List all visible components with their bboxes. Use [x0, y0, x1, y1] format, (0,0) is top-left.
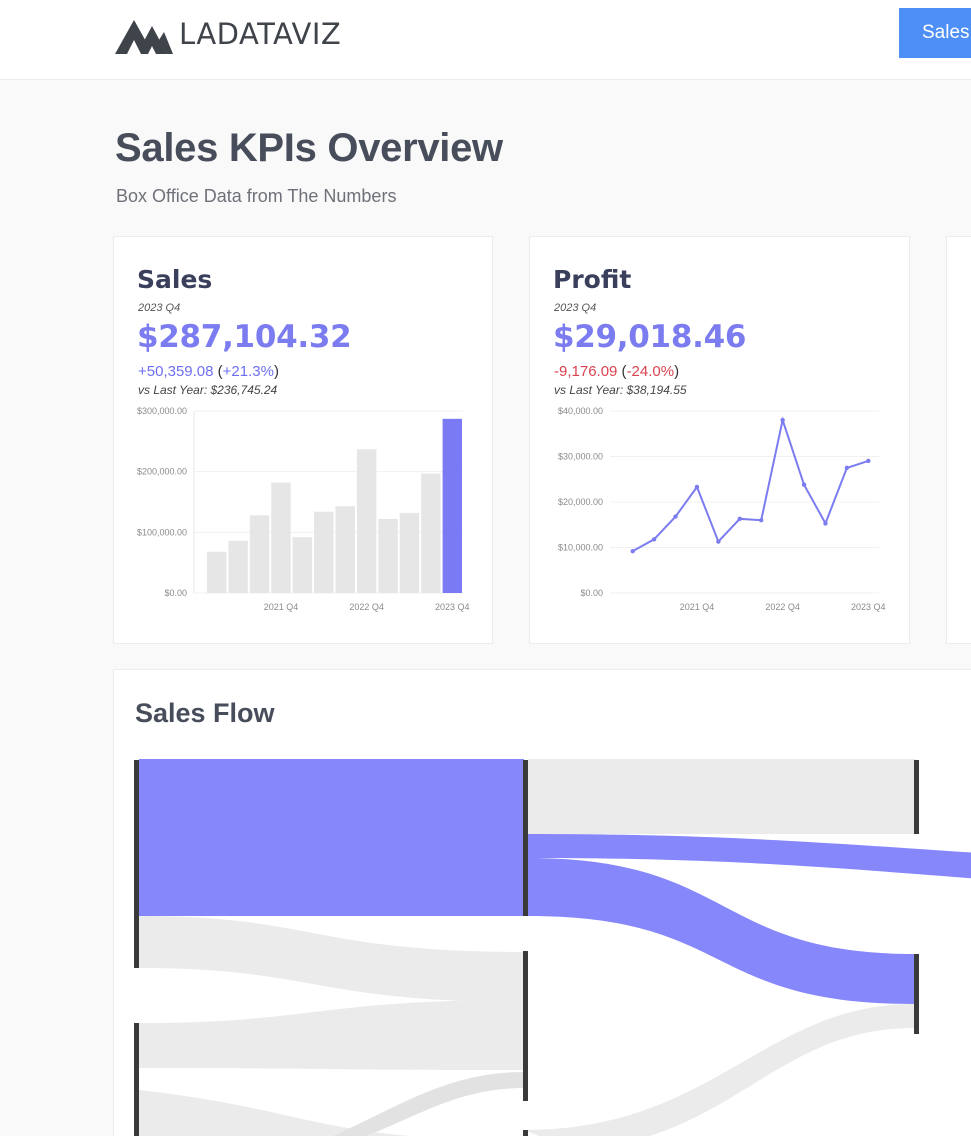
x-tick-label: 2022 Q4 [765, 602, 800, 612]
kpi-value: $287,104.32 [137, 319, 352, 355]
flow-node-bar[interactable] [914, 760, 919, 834]
kpi-previous: vs Last Year: $38,194.55 [554, 383, 687, 397]
flow-link[interactable] [139, 1090, 524, 1136]
series-line [632, 416, 869, 553]
kpi-delta: -9,176.09 (-24.0%) [554, 363, 680, 380]
y-tick-label: $40,000.00 [558, 406, 603, 416]
sales-kpi-card: Sales 2023 Q4 $287,104.32 +50,359.08 (+2… [113, 236, 493, 644]
flow-node-bar[interactable] [134, 1023, 139, 1136]
flow-source-block[interactable] [139, 759, 524, 916]
flow-link[interactable] [139, 1000, 524, 1070]
data-point[interactable] [866, 458, 871, 464]
kpi-delta-value: +50,359.08 [138, 363, 214, 380]
kpi-delta-value: -9,176.09 [554, 363, 618, 380]
flow-node-bar[interactable] [914, 954, 919, 1034]
y-tick-label: $10,000.00 [558, 543, 603, 553]
brand-name: LADATAVIZ [179, 17, 342, 51]
x-tick-label: 2022 Q4 [349, 602, 384, 612]
y-tick-label: $30,000.00 [558, 452, 603, 462]
sales-flow-sankey[interactable] [114, 670, 971, 1136]
bar[interactable] [271, 482, 291, 593]
y-tick-label: $200,000.00 [137, 467, 187, 477]
bar[interactable] [314, 511, 334, 593]
third-kpi-card [946, 236, 971, 644]
flow-link[interactable] [324, 1072, 524, 1136]
bar[interactable] [292, 537, 313, 593]
flow-node-block[interactable] [528, 759, 916, 834]
y-tick-label: $300,000.00 [137, 406, 187, 416]
y-tick-label: $100,000.00 [137, 527, 187, 537]
kpi-period: 2023 Q4 [138, 302, 181, 314]
brand-logo[interactable]: LADATAVIZ [115, 14, 341, 54]
data-point[interactable] [844, 465, 850, 471]
data-point[interactable] [716, 539, 721, 544]
flow-link-highlight[interactable] [528, 858, 914, 1004]
kpi-value: $29,018.46 [553, 319, 747, 355]
bar[interactable] [207, 551, 227, 593]
bar[interactable] [442, 418, 462, 593]
kpi-period: 2023 Q4 [554, 302, 597, 314]
x-tick-label: 2021 Q4 [680, 602, 715, 612]
y-tick-label: $20,000.00 [558, 497, 603, 507]
sales-flow-card: Sales Flow [113, 669, 971, 1136]
flow-link[interactable] [524, 1004, 914, 1136]
y-tick-label: $0.00 [580, 588, 603, 598]
flow-node-bar[interactable] [523, 760, 528, 916]
data-point[interactable] [780, 417, 785, 423]
bar[interactable] [335, 506, 355, 593]
data-point[interactable] [673, 514, 678, 519]
x-tick-label: 2021 Q4 [264, 602, 299, 612]
page-subtitle: Box Office Data from The Numbers [116, 186, 397, 206]
data-point[interactable] [651, 537, 657, 542]
data-point[interactable] [737, 516, 742, 522]
flow-link-highlight[interactable] [528, 834, 971, 880]
bar[interactable] [421, 473, 441, 593]
kpi-delta-pct: +21.3% [222, 363, 274, 380]
sales-flow-title: Sales Flow [135, 698, 275, 728]
data-point[interactable] [823, 521, 828, 526]
kpi-title: Profit [553, 265, 632, 294]
bar[interactable] [356, 449, 377, 593]
data-point[interactable] [694, 484, 700, 490]
flow-node-bar[interactable] [134, 760, 139, 968]
mountain-logo-icon [115, 20, 173, 54]
data-point[interactable] [630, 548, 635, 554]
data-point[interactable] [801, 482, 807, 487]
x-tick-label: 2023 Q4 [851, 602, 886, 612]
x-tick-label: 2023 Q4 [435, 602, 470, 612]
flow-link[interactable] [139, 916, 524, 1002]
y-tick-label: $0.00 [164, 588, 187, 598]
kpi-delta: +50,359.08 (+21.3%) [138, 363, 279, 380]
bar[interactable] [249, 515, 270, 593]
kpi-title: Sales [137, 265, 213, 294]
top-bar: LADATAVIZ Sales [0, 0, 971, 80]
bar[interactable] [228, 540, 248, 593]
sales-bar-chart[interactable]: $0.00 $100,000.00 $200,000.00 $300,000.00 20… [114, 402, 492, 622]
kpi-previous: vs Last Year: $236,745.24 [138, 383, 278, 397]
bar[interactable] [399, 512, 420, 593]
bar[interactable] [378, 518, 398, 593]
kpi-delta-pct: -24.0% [626, 363, 675, 380]
page-title: Sales KPIs Overview [115, 126, 503, 170]
flow-node-bar[interactable] [523, 1130, 528, 1136]
profit-line-chart[interactable]: $0.00 $10,000.00 $20,000.00 $30,000.00 $40,0… [530, 402, 909, 622]
profit-kpi-card: Profit 2023 Q4 $29,018.46 -9,176.09 (-24… [529, 236, 910, 644]
sales-nav-button[interactable]: Sales [899, 8, 971, 58]
data-point[interactable] [759, 518, 764, 523]
flow-node-bar[interactable] [523, 951, 528, 1101]
